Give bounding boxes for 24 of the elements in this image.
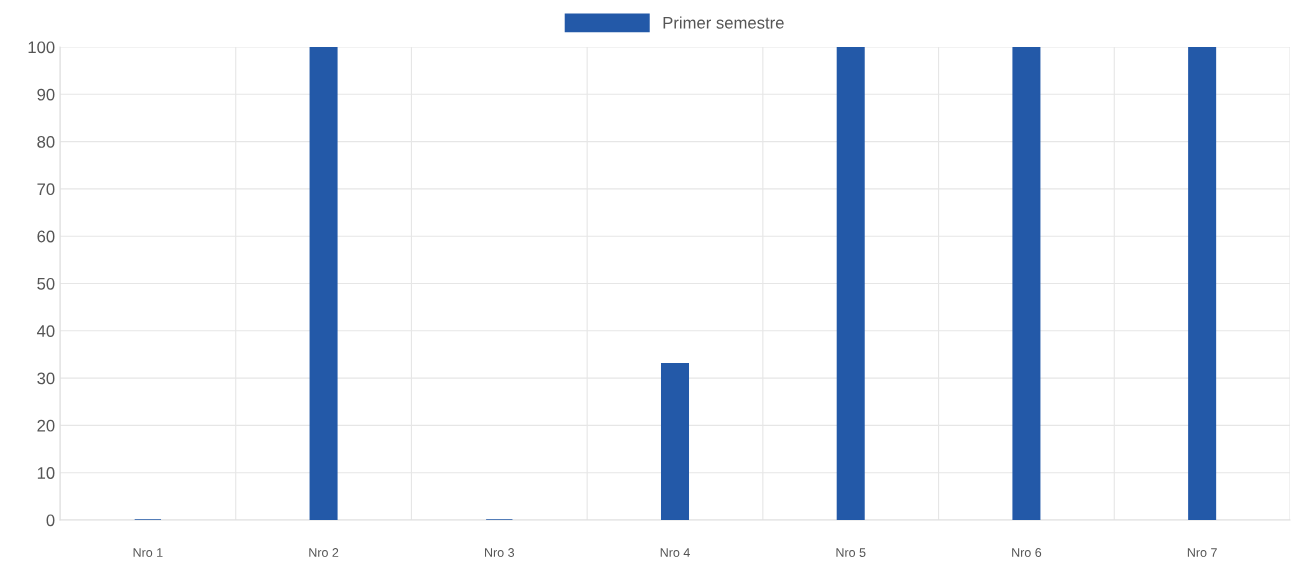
y-tick-label: 30 <box>37 372 55 385</box>
y-tick-label: 20 <box>37 419 55 432</box>
x-tick-label: Nro 6 <box>1012 548 1042 557</box>
y-tick-label: 90 <box>37 88 55 101</box>
bar <box>1188 47 1217 520</box>
y-tick-label: 100 <box>28 41 55 54</box>
bar <box>309 47 338 520</box>
y-tick-label: 50 <box>37 277 55 290</box>
y-tick-label: 70 <box>37 183 55 196</box>
y-tick-label: 10 <box>37 467 55 479</box>
legend-label: Primer semestre <box>663 16 784 29</box>
x-tick-label: Nro 4 <box>660 548 690 557</box>
x-tick-label: Nro 7 <box>1187 548 1217 557</box>
y-tick-label: 0 <box>46 514 55 527</box>
bar <box>660 363 690 520</box>
bar <box>1012 47 1041 520</box>
x-tick-label: Nro 1 <box>133 548 163 557</box>
x-tick-label: Nro 5 <box>836 548 866 557</box>
y-tick-label: 40 <box>36 325 55 337</box>
x-tick-label: Nro 3 <box>485 548 515 557</box>
bar <box>836 47 865 520</box>
x-tick-label: Nro 2 <box>309 548 339 557</box>
y-tick-label: 80 <box>37 136 55 148</box>
y-tick-label: 60 <box>37 230 55 243</box>
